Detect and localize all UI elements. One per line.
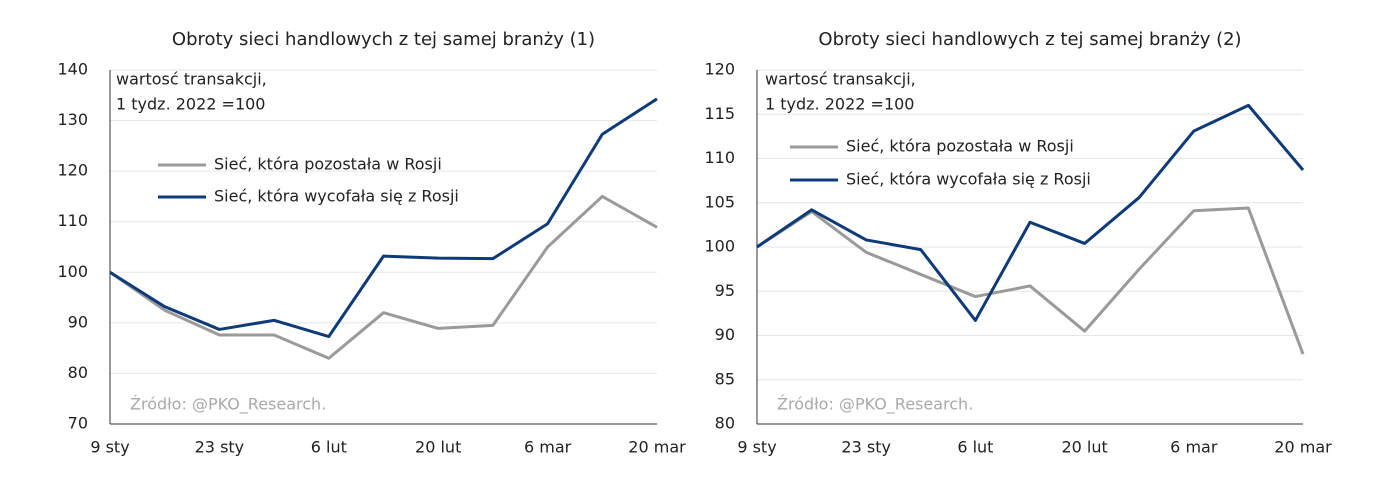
series-line: [756, 206, 1305, 355]
source: Źródło: @PKO_Research.: [777, 395, 973, 415]
x-tick-label: 6 lut: [311, 438, 347, 457]
annotation: wartosć transakcji,: [116, 70, 267, 89]
chart: Obroty sieci handlowych z tej samej bran…: [704, 29, 1332, 457]
x-tick-label: 20 lut: [1061, 438, 1107, 457]
y-tick-label: 120: [57, 161, 88, 180]
x-tick-label: 6 mar: [1170, 438, 1218, 457]
y-tick-label: 90: [715, 325, 735, 344]
series-line: [756, 103, 1305, 322]
series-line: [109, 97, 658, 339]
legend-label: Sieć, która wycofała się z Rosji: [846, 170, 1091, 189]
annotation: wartosć transakcji,: [765, 70, 916, 89]
y-tick-label: 95: [715, 281, 735, 300]
x-tick-label: 9 sty: [737, 438, 776, 457]
y-tick-label: 80: [715, 414, 735, 433]
legend-label: Sieć, która wycofała się z Rosji: [214, 187, 459, 206]
legend-label: Sieć, która pozostała w Rosji: [214, 155, 442, 174]
y-tick-label: 90: [68, 312, 88, 331]
annotation: 1 tydz. 2022 =100: [765, 95, 914, 114]
x-tick-label: 20 mar: [1274, 438, 1332, 457]
y-tick-label: 110: [57, 211, 88, 230]
y-tick-label: 130: [57, 110, 88, 129]
x-tick-label: 9 sty: [90, 438, 129, 457]
y-tick-label: 80: [68, 363, 88, 382]
annotation: 1 tydz. 2022 =100: [116, 95, 265, 114]
y-tick-label: 100: [704, 237, 735, 256]
series-line: [109, 194, 658, 360]
chart-title: Obroty sieci handlowych z tej samej bran…: [818, 29, 1241, 50]
y-tick-label: 105: [704, 192, 735, 211]
y-tick-label: 115: [704, 104, 735, 123]
y-tick-label: 140: [57, 60, 88, 79]
y-tick-label: 120: [704, 60, 735, 79]
y-tick-label: 70: [68, 414, 88, 433]
chart: Obroty sieci handlowych z tej samej bran…: [57, 29, 686, 457]
y-tick-label: 110: [704, 148, 735, 167]
x-tick-label: 20 mar: [628, 438, 686, 457]
source: Źródło: @PKO_Research.: [130, 395, 326, 415]
x-tick-label: 20 lut: [415, 438, 461, 457]
chart-title: Obroty sieci handlowych z tej samej bran…: [172, 29, 595, 50]
x-tick-label: 23 sty: [841, 438, 891, 457]
legend-label: Sieć, która pozostała w Rosji: [846, 137, 1074, 156]
y-tick-label: 100: [57, 262, 88, 281]
x-tick-label: 6 lut: [957, 438, 993, 457]
x-tick-label: 23 sty: [195, 438, 245, 457]
y-tick-label: 85: [715, 369, 735, 388]
x-tick-label: 6 mar: [524, 438, 572, 457]
